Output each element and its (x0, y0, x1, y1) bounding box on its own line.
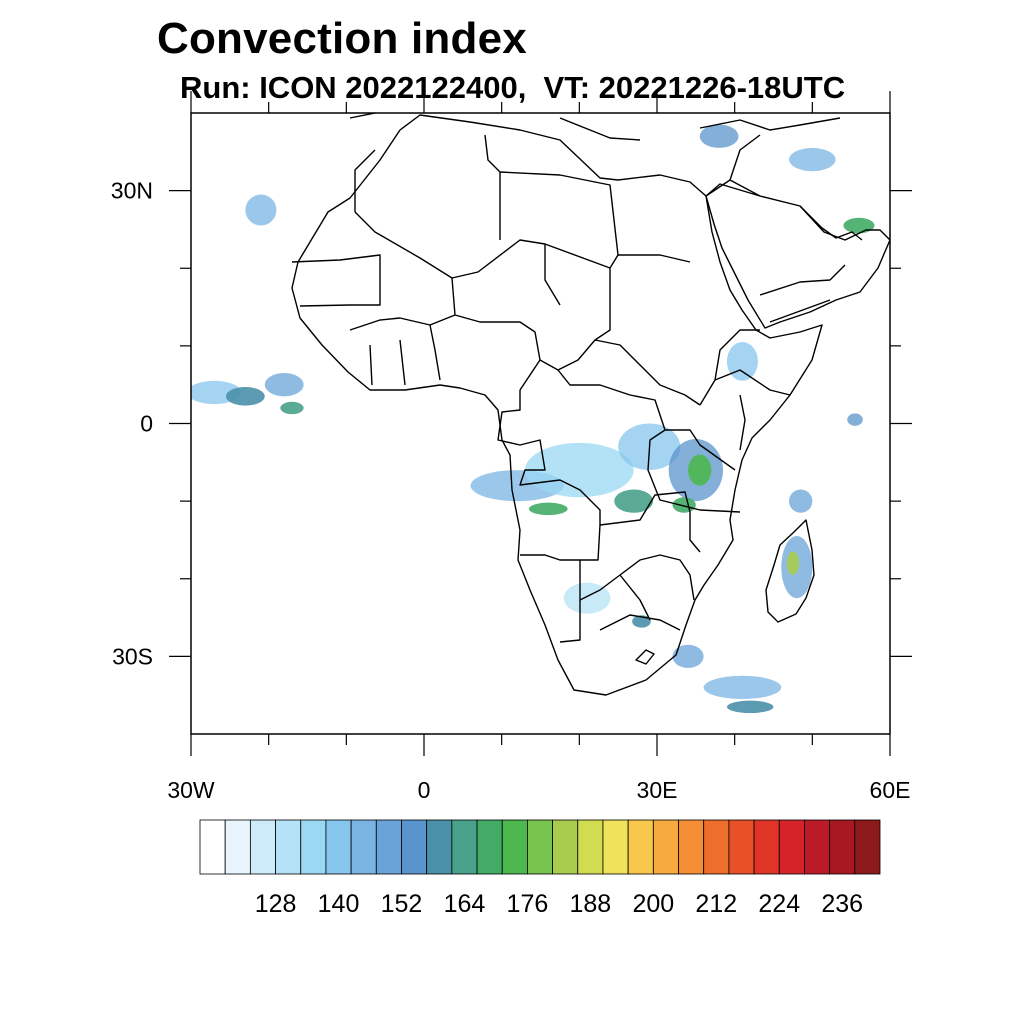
colorbar-box (476, 819, 503, 875)
colorbar-box (325, 819, 352, 875)
x-tick-label: 60E (870, 777, 911, 803)
colorbar-label: 140 (318, 890, 360, 918)
colorbar-box (224, 819, 251, 875)
map-panel: 30W 0 30E 60E 30N 0 30S (111, 91, 912, 803)
convection-patch (672, 497, 696, 513)
axis-tick-labels: 30W 0 30E 60E 30N 0 30S (111, 178, 911, 803)
colorbar-label: 200 (632, 890, 674, 918)
colorbar-box (501, 819, 528, 875)
convection-patch (528, 502, 568, 516)
convection-patch (699, 124, 739, 148)
colorbar-label: 164 (444, 890, 486, 918)
colorbar-box (199, 819, 226, 875)
africa-coastline (291, 114, 823, 696)
coastlines-and-borders (291, 113, 890, 696)
x-tick-label: 30W (167, 777, 215, 803)
border-arabia (705, 134, 846, 323)
convection-patch (225, 387, 265, 406)
convection-patch (726, 341, 758, 381)
colorbar-box (527, 819, 553, 875)
axis-ticks (169, 91, 912, 756)
convection-patch (672, 644, 704, 669)
convection-patch (688, 454, 712, 486)
colorbar-box (678, 819, 705, 875)
colorbar-label: 128 (255, 890, 297, 918)
chart-subtitle: Run: ICON 2022122400, VT: 20221226-18UTC (180, 70, 846, 105)
colorbar-box (728, 819, 755, 875)
y-tick-label: 30S (112, 643, 153, 669)
colorbar-box (703, 819, 730, 875)
convection-patch (726, 700, 774, 714)
convection-patch (703, 675, 782, 700)
convection-patch (280, 401, 304, 415)
colorbar-box (854, 819, 881, 875)
convection-patch (789, 147, 836, 172)
colorbar-box (602, 819, 629, 875)
convection-patch (847, 413, 863, 426)
colorbar-box (829, 819, 856, 875)
colorbar-box (753, 819, 780, 875)
colorbar-box (275, 819, 302, 875)
colorbar-boxes (199, 819, 881, 875)
colorbar-box (300, 819, 327, 875)
colorbar-box (577, 819, 604, 875)
convection-patch (786, 551, 800, 575)
gulf-coastline (799, 205, 863, 241)
border-southern-africa (559, 554, 695, 665)
colorbar-box (451, 819, 478, 875)
colorbar-label: 176 (507, 890, 549, 918)
colorbar-label: 236 (821, 890, 863, 918)
colorbar-label: 224 (758, 890, 800, 918)
colorbar-labels: 128 140 152 164 176 188 200 212 224 236 (255, 890, 863, 918)
colorbar-box (249, 819, 276, 875)
convection-patch (614, 489, 654, 513)
colorbar-box (375, 819, 402, 875)
border-mediterranean (349, 113, 841, 141)
colorbar-box (401, 819, 428, 875)
colorbar-box (778, 819, 805, 875)
y-tick-label: 0 (140, 411, 153, 437)
convection-patch (264, 373, 304, 397)
madagascar-coastline (765, 519, 815, 623)
y-tick-label: 30N (111, 178, 153, 204)
convection-patch (245, 194, 277, 226)
border-west-africa (291, 211, 561, 391)
colorbar-label: 188 (570, 890, 612, 918)
border-north-africa (354, 134, 691, 371)
colorbar-label: 152 (381, 890, 423, 918)
colorbar-box (552, 819, 579, 875)
colorbar-box (804, 819, 831, 875)
convection-patch (524, 442, 634, 498)
convection-patch (843, 217, 875, 234)
convection-field (191, 124, 875, 714)
colorbar-box (350, 819, 377, 875)
map-background (191, 113, 890, 734)
border-east-africa (665, 329, 791, 471)
x-tick-label: 0 (418, 777, 431, 803)
colorbar: 128 140 152 164 176 188 200 212 224 236 (199, 819, 881, 918)
colorbar-box (652, 819, 679, 875)
x-tick-label: 30E (637, 777, 678, 803)
colorbar-box (426, 819, 453, 875)
convection-patch (789, 489, 813, 513)
chart-title: Convection index (157, 14, 527, 63)
colorbar-label: 212 (695, 890, 737, 918)
colorbar-box (627, 819, 654, 875)
